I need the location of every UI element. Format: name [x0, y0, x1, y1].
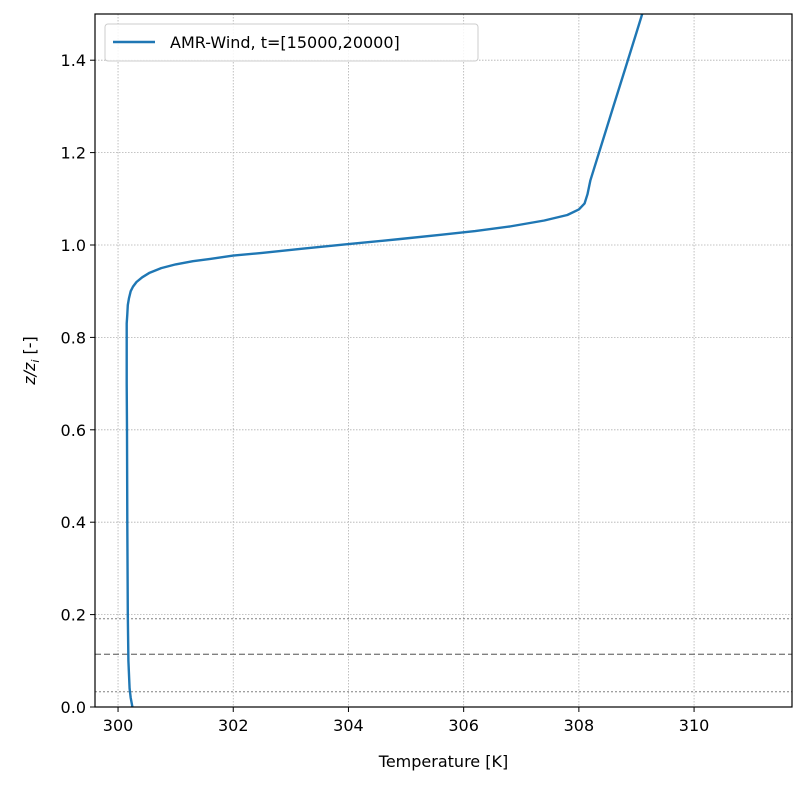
- y-tick-label-5: 1.0: [61, 236, 86, 255]
- y-axis-label-subscript: i: [29, 360, 42, 363]
- y-tick-label-6: 1.2: [61, 144, 86, 163]
- x-tick-label-0: 300: [103, 716, 134, 735]
- series-line-0: [125, 14, 644, 707]
- series-lines: [125, 14, 644, 707]
- x-tick-label-4: 308: [564, 716, 595, 735]
- legend-box: [104, 23, 479, 62]
- x-tick-label-1: 302: [218, 716, 249, 735]
- y-axis-label-suffix: [-]: [20, 336, 39, 359]
- plot-frame: [94, 13, 793, 708]
- y-tick-label-7: 1.4: [61, 51, 86, 70]
- x-axis-label: Temperature [K]: [378, 752, 508, 771]
- x-axis-ticks: 300 302 304 306 308 310: [103, 707, 710, 735]
- y-tick-label-0: 0.0: [61, 698, 86, 717]
- y-tick-label-3: 0.6: [61, 421, 86, 440]
- y-axis-label: z/zi [-]: [20, 336, 42, 386]
- y-tick-label-2: 0.4: [61, 513, 86, 532]
- y-axis-label-main: z/z: [20, 362, 39, 386]
- y-axis-ticks: 0.0 0.2 0.4 0.6 0.8 1.0 1.2 1.4: [61, 51, 95, 717]
- x-tick-label-2: 304: [333, 716, 364, 735]
- reference-lines: [95, 618, 792, 693]
- x-tick-label-3: 306: [448, 716, 479, 735]
- y-tick-label-1: 0.2: [61, 606, 86, 625]
- x-tick-label-5: 310: [679, 716, 710, 735]
- legend: AMR-Wind, t=[15000,20000]: [104, 23, 479, 62]
- legend-label: AMR-Wind, t=[15000,20000]: [170, 33, 400, 52]
- y-tick-label-4: 0.8: [61, 328, 86, 347]
